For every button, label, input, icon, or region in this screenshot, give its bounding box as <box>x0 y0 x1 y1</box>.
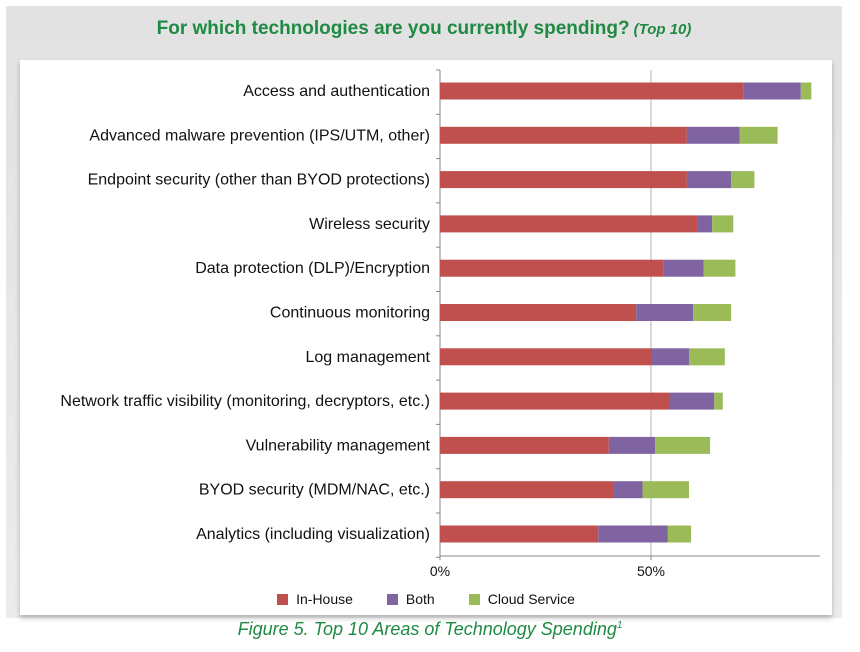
bar-both-advanced-malware-prevention-ips-utm-other <box>686 126 740 144</box>
category-label-analytics-including-visualization: Analytics (including visualization) <box>196 526 430 543</box>
bar-cloud-service-analytics-including-visualization <box>667 525 692 543</box>
category-label-log-management: Log management <box>305 349 430 366</box>
category-label-network-traffic-visibility-monitoring-decryptors-etc: Network traffic visibility (monitoring, … <box>60 393 430 410</box>
bar-both-network-traffic-visibility-monitoring-decryptors-etc <box>669 392 715 410</box>
bar-cloud-service-network-traffic-visibility-monitoring-decryptors-etc <box>714 392 723 410</box>
bar-in-house-advanced-malware-prevention-ips-utm-other <box>440 126 687 144</box>
bar-cloud-service-log-management <box>688 348 725 366</box>
bar-both-data-protection-dlp-encryption <box>663 259 704 277</box>
legend-label-cloud-service: Cloud Service <box>487 591 575 607</box>
figure-caption-text: Figure 5. Top 10 Areas of Technology Spe… <box>237 619 617 639</box>
bar-in-house-log-management <box>440 348 651 366</box>
category-label-advanced-malware-prevention-ips-utm-other: Advanced malware prevention (IPS/UTM, ot… <box>89 127 430 144</box>
legend-item-cloud-service: Cloud Service <box>468 588 575 610</box>
bar-both-access-and-authentication <box>743 82 801 100</box>
legend-swatch-in-house <box>277 593 289 605</box>
category-label-wireless-security: Wireless security <box>309 216 430 233</box>
bar-both-vulnerability-management <box>608 436 656 454</box>
figure-caption-footnote: 1 <box>616 620 623 631</box>
bar-both-analytics-including-visualization <box>598 525 668 543</box>
bar-both-endpoint-security-other-than-byod-protections <box>686 171 732 189</box>
category-label-endpoint-security-other-than-byod-protections: Endpoint security (other than BYOD prote… <box>88 172 430 189</box>
bar-chart: Access and authentication Advanced malwar… <box>60 69 820 579</box>
bar-cloud-service-data-protection-dlp-encryption <box>703 259 736 277</box>
chart-subtitle: (Top 10) <box>633 21 692 38</box>
bar-in-house-vulnerability-management <box>440 436 609 454</box>
bar-cloud-service-wireless-security <box>712 215 734 233</box>
legend-item-both: Both <box>386 588 435 610</box>
legend-label-in-house: In-House <box>296 591 353 607</box>
chart-title: For which technologies are you currently… <box>6 18 842 40</box>
x-tick-label-50: 50% <box>637 563 665 579</box>
legend-label-both: Both <box>405 591 435 607</box>
figure-caption: Figure 5. Top 10 Areas of Technology Spe… <box>0 619 860 640</box>
bar-cloud-service-byod-security-mdm-nac-etc <box>642 481 689 499</box>
bar-in-house-wireless-security <box>440 215 698 233</box>
bar-both-log-management <box>651 348 689 366</box>
bar-cloud-service-access-and-authentication <box>800 82 812 100</box>
legend: In-House Both Cloud Service <box>20 588 832 610</box>
bar-cloud-service-endpoint-security-other-than-byod-protections <box>731 171 755 189</box>
bar-in-house-network-traffic-visibility-monitoring-decryptors-etc <box>440 392 670 410</box>
bar-both-continuous-monitoring <box>636 304 694 321</box>
legend-swatch-both <box>386 593 398 605</box>
bar-cloud-service-continuous-monitoring <box>693 304 732 321</box>
legend-item-in-house: In-House <box>277 588 353 610</box>
bar-in-house-access-and-authentication <box>440 82 744 100</box>
bar-in-house-endpoint-security-other-than-byod-protections <box>440 171 687 189</box>
category-label-byod-security-mdm-nac-etc: BYOD security (MDM/NAC, etc.) <box>199 482 430 499</box>
bar-in-house-analytics-including-visualization <box>440 525 599 543</box>
category-label-vulnerability-management: Vulnerability management <box>246 437 431 454</box>
chart-title-text: For which technologies are you currently… <box>156 18 630 39</box>
chart-panel: Access and authentication Advanced malwar… <box>20 60 832 615</box>
legend-swatch-cloud-service <box>468 593 480 605</box>
figure-frame: For which technologies are you currently… <box>6 6 842 618</box>
category-label-data-protection-dlp-encryption: Data protection (DLP)/Encryption <box>195 260 430 277</box>
bar-cloud-service-advanced-malware-prevention-ips-utm-other <box>739 126 778 144</box>
bar-both-byod-security-mdm-nac-etc <box>613 481 643 499</box>
category-label-access-and-authentication: Access and authentication <box>243 83 430 100</box>
bar-in-house-data-protection-dlp-encryption <box>440 259 664 277</box>
bar-cloud-service-vulnerability-management <box>655 436 711 454</box>
category-label-continuous-monitoring: Continuous monitoring <box>270 305 430 322</box>
bar-both-wireless-security <box>697 215 713 233</box>
x-tick-label-0: 0% <box>430 563 450 579</box>
bar-in-house-continuous-monitoring <box>440 304 637 321</box>
bar-in-house-byod-security-mdm-nac-etc <box>440 481 614 499</box>
